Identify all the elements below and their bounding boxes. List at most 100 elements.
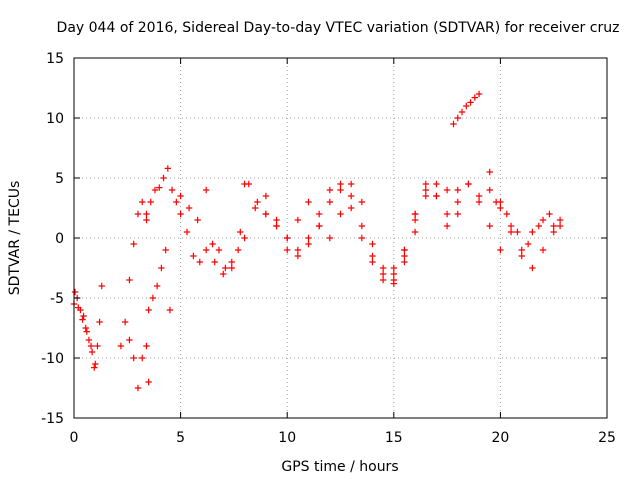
data-point [168, 186, 176, 194]
data-point [475, 198, 483, 206]
data-point [390, 280, 397, 287]
data-point [535, 222, 542, 230]
data-point [390, 264, 397, 272]
data-point [326, 234, 334, 242]
data-point [471, 94, 479, 101]
data-point [422, 192, 429, 200]
data-point [467, 99, 474, 106]
series-sat-D [177, 180, 270, 278]
data-point [143, 210, 150, 218]
data-point [546, 210, 553, 218]
data-point [379, 276, 387, 284]
data-point [173, 198, 180, 206]
data-point [337, 186, 344, 194]
data-point [369, 252, 376, 260]
data-point [162, 246, 169, 254]
data-point [94, 342, 101, 350]
data-point [79, 316, 86, 323]
axis-ticks: 0 5 10 15 20 25 -15 -10 -5 0 5 10 15 [41, 51, 616, 446]
data-point [443, 186, 451, 194]
data-point [401, 258, 408, 266]
data-point [305, 198, 312, 206]
data-point [358, 222, 366, 230]
data-point [347, 180, 355, 188]
x-tick-label: 15 [385, 430, 403, 446]
data-point [379, 264, 387, 272]
data-point [518, 252, 525, 260]
data-point [497, 204, 504, 212]
x-tick-label: 0 [70, 430, 79, 446]
data-point [215, 246, 223, 254]
data-point [164, 165, 172, 172]
data-point [273, 216, 280, 224]
series-sat-H [390, 168, 557, 272]
data-point [475, 192, 483, 200]
data-point [401, 246, 408, 254]
data-point [450, 120, 457, 128]
series-sat-C [143, 165, 248, 272]
data-point [98, 282, 105, 290]
data-point [234, 246, 242, 254]
data-point [196, 258, 203, 266]
data-point [550, 222, 557, 230]
data-point [156, 184, 163, 191]
data-point [262, 192, 270, 200]
data-point [149, 294, 157, 302]
data-point [71, 288, 79, 296]
data-point [77, 306, 84, 314]
data-point [147, 198, 154, 206]
data-point [145, 378, 152, 386]
data-point [82, 324, 89, 332]
data-point [284, 246, 291, 254]
data-point [254, 198, 261, 206]
data-point [153, 282, 161, 290]
data-point [529, 228, 536, 236]
data-point [337, 210, 344, 218]
data-point [121, 318, 129, 326]
data-point [379, 270, 387, 278]
data-point [88, 348, 96, 356]
grid [74, 58, 607, 418]
series-sat-B [117, 318, 152, 392]
data-point [130, 240, 137, 248]
data-point [143, 216, 150, 224]
data-point [126, 276, 133, 284]
data-point [220, 270, 227, 278]
data-point [454, 210, 461, 218]
data-point [134, 210, 142, 218]
data-point [315, 222, 323, 230]
data-point [294, 246, 302, 254]
data-point [80, 312, 87, 320]
series-sat-A [70, 282, 105, 368]
data-point [166, 306, 174, 314]
data-point [556, 216, 564, 224]
data-point [194, 216, 201, 224]
data-point [347, 204, 355, 212]
data-point [401, 252, 408, 260]
data-point [85, 336, 93, 344]
data-point [143, 342, 150, 350]
data-point [518, 246, 525, 254]
chart-title: Day 044 of 2016, Sidereal Day-to-day VTE… [57, 20, 620, 36]
y-tick-label: 5 [55, 171, 64, 187]
series-sat-F [262, 180, 461, 287]
data-point [390, 270, 397, 278]
data-point [422, 186, 429, 194]
data-point [465, 180, 472, 188]
data-point [486, 222, 493, 230]
data-point [433, 192, 440, 200]
data-point [337, 180, 344, 188]
data-point [326, 186, 334, 194]
data-point [369, 258, 376, 266]
data-point [96, 318, 103, 326]
data-point [262, 210, 270, 218]
y-tick-label: -15 [41, 411, 64, 427]
data-point [556, 222, 564, 230]
data-point [315, 210, 323, 218]
data-point [539, 246, 547, 254]
y-tick-label: 10 [46, 111, 64, 127]
data-point [183, 228, 191, 236]
series-sat-C2 [145, 246, 174, 314]
data-point [241, 180, 248, 188]
x-tick-label: 25 [598, 430, 616, 446]
